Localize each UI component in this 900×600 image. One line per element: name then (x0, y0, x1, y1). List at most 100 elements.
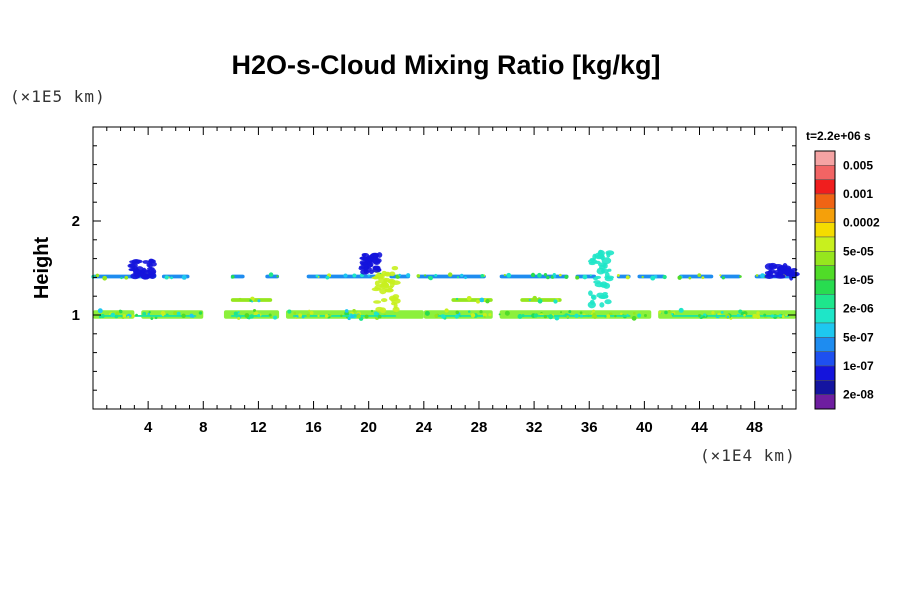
band-speckle (521, 314, 525, 318)
band-speckle (102, 275, 108, 281)
band-speckle (189, 313, 194, 318)
plume-blob (603, 262, 608, 269)
cloud-plume (127, 258, 157, 280)
plume-blob (376, 272, 381, 278)
plume-blob (384, 271, 391, 276)
band-speckle (315, 274, 319, 278)
band-speckle (456, 276, 460, 279)
band-speckle (252, 308, 257, 313)
band-speckle (377, 315, 382, 319)
band-speckle (537, 272, 542, 278)
band-speckle (122, 314, 127, 318)
plume-blob (379, 307, 387, 314)
band-speckle (470, 313, 476, 318)
plume-blob (389, 271, 396, 277)
time-label: t=2.2e+06 s (806, 129, 871, 143)
band-speckle (161, 313, 165, 317)
x-tick-label: 24 (415, 419, 432, 436)
plume-blob (768, 269, 776, 274)
band-speckle (559, 273, 562, 277)
colorbar-swatch (814, 265, 836, 281)
band-middle-segment (230, 296, 273, 303)
band-speckle (238, 297, 242, 301)
band-speckle (447, 272, 453, 277)
band-speckle (485, 298, 490, 304)
band-speckle (566, 315, 569, 319)
band-speckle (110, 312, 116, 318)
band-speckle (479, 310, 483, 314)
band-lower-core-segment (292, 313, 397, 319)
band-speckle (164, 275, 169, 280)
plume-blob (379, 287, 387, 295)
plume-blob (376, 252, 383, 258)
band-speckle (678, 307, 684, 313)
plume-blob (604, 276, 614, 282)
band-upper-segment (230, 274, 245, 279)
band-speckle (650, 275, 656, 281)
band-speckle (150, 317, 154, 320)
band-speckle (546, 275, 550, 280)
band-speckle (343, 273, 348, 278)
band-speckle (347, 316, 351, 321)
band-middle-segment (451, 295, 493, 304)
band-speckle (424, 310, 430, 316)
band-speckle (159, 314, 163, 317)
band-speckle (237, 311, 240, 314)
band-speckle (434, 273, 438, 277)
band-speckle (476, 299, 480, 304)
band-speckle (479, 297, 485, 303)
band-speckle (480, 273, 485, 278)
band-lower-core-segment (98, 312, 197, 319)
band-speckle (181, 274, 187, 280)
plume-blob (601, 257, 612, 265)
band-speckle (550, 275, 555, 279)
band-speckle (296, 315, 299, 318)
plume-blob (150, 269, 156, 275)
plume-blob (599, 302, 605, 308)
band-lower-core-segment (520, 313, 631, 320)
plume-blob (361, 253, 367, 257)
band-speckle (637, 313, 642, 318)
band-speckle (604, 315, 607, 318)
band-speckle (120, 276, 123, 280)
colorbar-swatch (814, 294, 836, 309)
band-speckle (778, 314, 782, 318)
band-speckle (579, 314, 583, 318)
band-speckle (181, 313, 186, 318)
band-speckle (711, 311, 715, 315)
band-speckle (306, 313, 310, 318)
colorbar-label: 0.001 (843, 187, 873, 201)
cloud-plume (587, 249, 615, 309)
x-tick-label: 20 (360, 419, 377, 436)
plume-blob (768, 262, 778, 270)
band-speckle (273, 315, 278, 320)
band-speckle (736, 313, 740, 317)
band-speckle (641, 275, 644, 279)
band-speckle (592, 314, 598, 319)
band-speckle (441, 314, 446, 319)
band-speckle (632, 311, 636, 315)
colorbar-swatch (814, 279, 836, 295)
band-upper-segment (265, 272, 280, 279)
colorbar-label: 1e-05 (843, 273, 874, 287)
band-speckle (532, 295, 538, 301)
band-speckle (120, 314, 123, 318)
band-speckle (664, 310, 668, 315)
band-speckle (592, 309, 596, 313)
band-speckle (553, 275, 557, 279)
colorbar-label: 1e-07 (843, 359, 874, 373)
band-speckle (160, 310, 166, 316)
plume-blob (604, 271, 610, 278)
plume-blob (588, 290, 593, 296)
band-speckle (356, 314, 361, 319)
band-speckle (147, 312, 151, 316)
band-speckle (455, 310, 460, 315)
colorbar-label: 2e-08 (843, 388, 874, 402)
band-upper-segment (719, 274, 742, 280)
x-tick-label: 28 (471, 419, 488, 436)
band-speckle (308, 309, 311, 312)
x-tick-label: 48 (746, 419, 763, 436)
plume-blob (373, 300, 382, 304)
band-speckle (568, 310, 572, 314)
colorbar-swatch (814, 150, 836, 166)
